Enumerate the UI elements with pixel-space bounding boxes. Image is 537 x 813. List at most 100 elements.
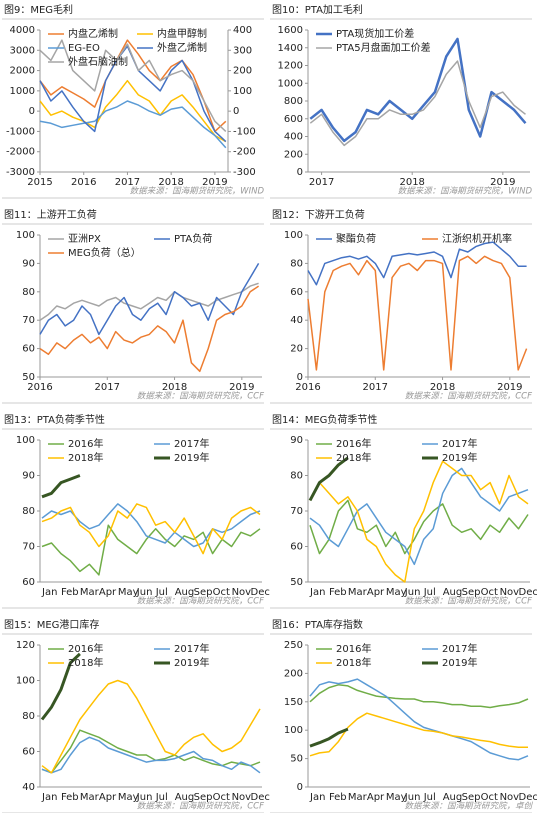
x-tick-label: 2017 [363,382,388,393]
y-tick-label: 80 [290,258,303,269]
panel-title: 图11：上游开工负荷 [4,208,97,221]
series-line [309,684,529,709]
legend-label: 2017年 [174,642,209,655]
source-note: 数据来源：国海期货研究院，CCF [137,596,264,607]
y2-tick-label: -100 [233,126,256,137]
y-tick-label: 600 [284,114,303,125]
x-tick-label: 2018 [430,382,455,393]
x-tick-label: Mar [348,792,368,803]
panel-title: 图15：MEG港口库存 [4,618,99,631]
x-tick-label: Jan [309,792,325,803]
x-tick-label: Jan [41,587,57,598]
y-tick-label: 60 [290,542,303,553]
x-tick-label: 2017 [95,382,120,393]
y-tick-label: 100 [284,725,303,736]
y-tick-label: 50 [290,577,303,588]
y-tick-label: 80 [22,287,35,298]
y-tick-label: 250 [284,640,303,651]
x-tick-label: Apr [367,587,385,598]
x-tick-label: Jul [155,587,168,598]
legend-label: 内盘乙烯制 [68,27,118,40]
series-line [309,37,527,143]
y-tick-label: 90 [22,258,35,269]
y-tick-label: 100 [16,435,35,446]
x-tick-label: 2019 [497,382,522,393]
y-tick-label: 1600 [278,25,303,36]
x-tick-label: Feb [61,792,79,803]
x-tick-label: Jul [155,792,168,803]
y-tick-label: 70 [290,506,303,517]
panel-title: 图16：PTA库存指数 [272,618,363,631]
y-tick-label: 200 [284,149,303,160]
legend-label: 亚洲PX [68,233,101,245]
x-tick-label: Feb [61,587,79,598]
y-tick-label: 100 [16,676,35,687]
x-tick-label: 2015 [27,177,52,188]
x-tick-label: May [118,792,139,803]
panel-title: 图9：MEG毛利 [4,4,73,16]
x-tick-label: Oct [481,792,498,803]
series-line [41,474,81,499]
legend-label: PTA负荷 [174,232,212,245]
x-tick-label: Mar [80,587,100,598]
x-tick-label: 2018 [158,177,183,188]
series-line [309,712,528,757]
legend-label: 2017年 [442,642,477,655]
series-line [309,60,526,147]
y-tick-label: 50 [22,372,35,383]
x-tick-label: Jun [404,587,421,598]
x-tick-label: Oct [481,587,498,598]
x-tick-label: Nov [500,792,520,803]
legend-label: 外盘石脑油制 [68,55,128,68]
x-tick-label: Sep [194,792,213,803]
x-tick-label: Apr [367,792,385,803]
y-tick-label: 40 [290,315,303,326]
x-tick-label: 2019 [229,382,254,393]
x-tick-label: 2019 [490,177,515,188]
x-tick-label: May [386,587,407,598]
x-tick-label: Jun [404,792,421,803]
series-line [309,499,529,555]
y-tick-label: 0 [297,167,303,178]
x-tick-label: Oct [213,587,230,598]
x-tick-label: 2016 [27,382,52,393]
series-line [41,524,261,576]
y2-tick-label: -200 [233,147,256,158]
legend-label: 外盘乙烯制 [157,41,207,54]
source-note: 数据来源：国海期货研究院，WIND [130,186,265,197]
y-tick-label: 0 [29,106,35,117]
source-note: 数据来源：国海期货研究院，CCF [405,391,532,402]
legend-label: PTA5月盘面加工价差 [336,41,431,54]
x-tick-label: May [386,792,407,803]
y-tick-label: 80 [22,711,35,722]
series-line [39,79,227,143]
x-tick-label: May [118,587,139,598]
series-line [41,729,261,774]
x-tick-label: Sep [462,792,481,803]
x-tick-label: Aug [175,792,195,803]
y-tick-label: 80 [22,506,35,517]
y-tick-label: 100 [16,230,35,241]
series-line [39,282,259,321]
y-tick-label: 3000 [10,45,35,56]
panel-title: 图14：MEG负荷季节性 [272,413,377,426]
y2-tick-label: -300 [233,167,256,178]
series-line [309,460,529,583]
source-note: 数据来源：国海期货研究院，卓创 [404,801,533,812]
y-tick-label: 60 [290,287,303,298]
series-line [307,241,527,286]
x-tick-label: 2019 [202,177,227,188]
series-line [39,39,227,132]
x-tick-label: 2018 [162,382,187,393]
y-tick-label: 60 [22,747,35,758]
series-line [41,503,261,555]
series-line [307,255,528,371]
y-tick-label: 0 [297,372,303,383]
x-tick-label: Mar [348,587,368,598]
series-line [39,285,260,373]
y-tick-label: 4000 [10,25,35,36]
y-tick-label: 90 [22,471,35,482]
x-tick-label: Jul [423,792,436,803]
x-tick-label: Nov [232,792,252,803]
legend-label: 内盘甲醇制 [157,27,207,40]
